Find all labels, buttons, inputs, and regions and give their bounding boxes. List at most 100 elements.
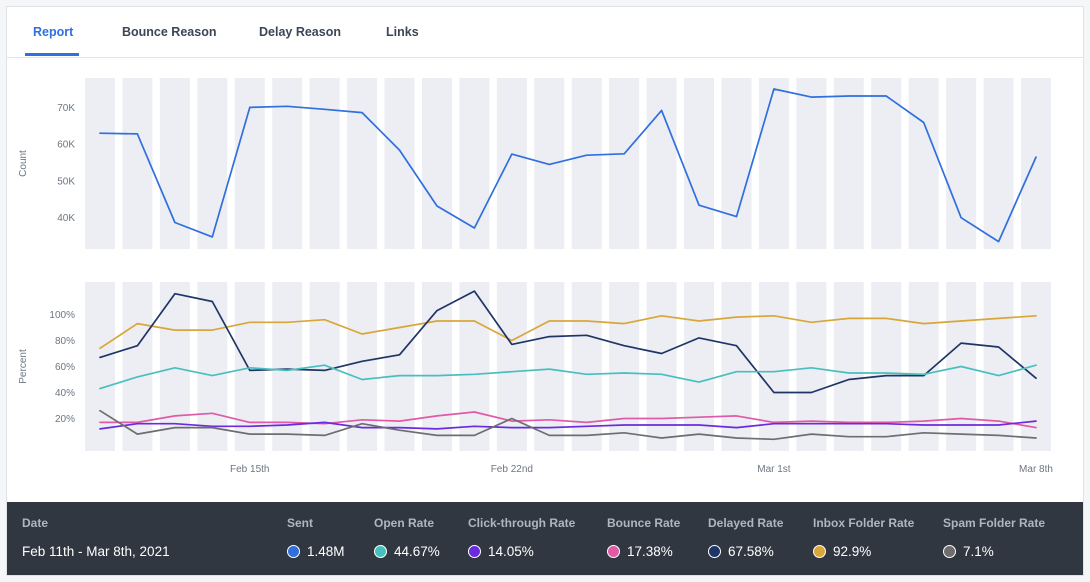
column-band <box>459 282 490 451</box>
open-rate-color-dot <box>374 545 387 558</box>
column-band <box>272 78 303 249</box>
inbox-folder-rate-label: Inbox Folder Rate <box>813 516 915 530</box>
column-band <box>421 78 452 249</box>
column-band <box>796 78 827 249</box>
percent-chart: 100% 80% 60% 40% 20% Percent Feb 15th Feb 22nd M… <box>18 282 1053 475</box>
column-band <box>758 78 789 249</box>
delayed-rate-value: 67.58% <box>708 544 774 559</box>
y-tick-label: 60% <box>55 362 75 373</box>
column-band <box>983 78 1014 249</box>
date-value: Feb 11th - Mar 8th, 2021 <box>22 544 170 559</box>
y-tick-label: 100% <box>49 310 75 321</box>
open-rate-value-text: 44.67% <box>394 544 440 559</box>
column-band <box>908 78 939 249</box>
spam-folder-rate-color-dot <box>943 545 956 558</box>
inbox-folder-rate-color-dot <box>813 545 826 558</box>
column-band <box>721 282 752 451</box>
column-band <box>347 78 378 249</box>
column-band <box>534 78 565 249</box>
y-tick-label: 50K <box>57 176 75 187</box>
tab-delay-reason[interactable]: Delay Reason <box>259 25 341 39</box>
column-band <box>609 282 640 451</box>
column-band <box>384 78 415 249</box>
column-band <box>309 78 340 249</box>
tab-bounce-reason[interactable]: Bounce Reason <box>122 25 217 39</box>
column-band <box>684 282 715 451</box>
column-band <box>384 282 415 451</box>
sent-value: 1.48M <box>287 544 345 559</box>
x-tick-label: Mar 1st <box>757 464 791 475</box>
column-band <box>122 78 153 249</box>
inbox-folder-rate-value: 92.9% <box>813 544 871 559</box>
column-band <box>534 282 565 451</box>
delayed-rate-value-text: 67.58% <box>728 544 774 559</box>
count-chart: 70K 60K 50K 40K Count <box>18 78 1051 249</box>
click-through-rate-label: Click-through Rate <box>468 516 576 530</box>
bounce-rate-value: 17.38% <box>607 544 673 559</box>
x-tick-label: Feb 22nd <box>491 464 533 475</box>
column-band <box>646 78 677 249</box>
active-tab-indicator <box>25 53 79 56</box>
column-band <box>833 282 864 451</box>
column-band <box>609 78 640 249</box>
open-rate-value: 44.67% <box>374 544 440 559</box>
tab-bar: Report Bounce Reason Delay Reason Links <box>7 7 1083 58</box>
summary-footer: Date Feb 11th - Mar 8th, 2021 Sent 1.48M O… <box>7 502 1083 575</box>
delayed-rate-color-dot <box>708 545 721 558</box>
bounce-rate-color-dot <box>607 545 620 558</box>
y-tick-label: 60K <box>57 140 75 151</box>
column-band <box>496 78 527 249</box>
date-label: Date <box>22 516 49 530</box>
spam-folder-rate-value-text: 7.1% <box>963 544 994 559</box>
series-line-click-through-rate <box>99 420 1037 430</box>
sent-value-text: 1.48M <box>307 544 345 559</box>
column-band <box>758 282 789 451</box>
y-axis-label: Count <box>18 150 29 177</box>
series-line-sent <box>99 88 1037 243</box>
column-band <box>159 282 190 451</box>
column-band <box>871 282 902 451</box>
column-band <box>85 282 115 451</box>
click-through-rate-value: 14.05% <box>468 544 534 559</box>
series-line-open-rate <box>99 364 1037 390</box>
column-band <box>1021 78 1051 249</box>
tab-links[interactable]: Links <box>386 25 419 39</box>
bounce-rate-label: Bounce Rate <box>607 516 681 530</box>
sent-color-dot <box>287 545 300 558</box>
column-band <box>721 78 752 249</box>
delayed-rate-label: Delayed Rate <box>708 516 784 530</box>
column-band <box>796 282 827 451</box>
column-band <box>646 282 677 451</box>
column-band <box>421 282 452 451</box>
column-band <box>234 78 265 249</box>
charts-area: 70K 60K 50K 40K Count 100% 80% 60% 40% 20% Percen… <box>18 78 1053 475</box>
x-tick-label: Mar 8th <box>1019 464 1053 475</box>
column-band <box>946 78 977 249</box>
column-band <box>459 78 490 249</box>
y-tick-label: 40K <box>57 213 75 224</box>
column-band <box>197 78 228 249</box>
column-band <box>347 282 378 451</box>
y-tick-label: 20% <box>55 414 75 425</box>
bounce-rate-value-text: 17.38% <box>627 544 673 559</box>
tab-report[interactable]: Report <box>33 25 74 39</box>
column-band <box>571 78 602 249</box>
series-line-inbox-folder-rate <box>99 314 1037 350</box>
x-tick-label: Feb 15th <box>230 464 269 475</box>
y-tick-label: 70K <box>57 103 75 114</box>
column-band <box>85 78 115 249</box>
y-tick-label: 40% <box>55 388 75 399</box>
series-line-bounce-rate <box>99 411 1037 429</box>
spam-folder-rate-value: 7.1% <box>943 544 994 559</box>
y-axis-label: Percent <box>18 349 29 384</box>
click-through-rate-color-dot <box>468 545 481 558</box>
column-band <box>833 78 864 249</box>
sent-label: Sent <box>287 516 314 530</box>
column-band <box>684 78 715 249</box>
report-panel: Report Bounce Reason Delay Reason Links … <box>6 6 1084 576</box>
open-rate-label: Open Rate <box>374 516 435 530</box>
series-line-spam-folder-rate <box>99 409 1037 441</box>
series-line-delayed-rate <box>99 290 1037 394</box>
inbox-folder-rate-value-text: 92.9% <box>833 544 872 559</box>
spam-folder-rate-label: Spam Folder Rate <box>943 516 1046 530</box>
